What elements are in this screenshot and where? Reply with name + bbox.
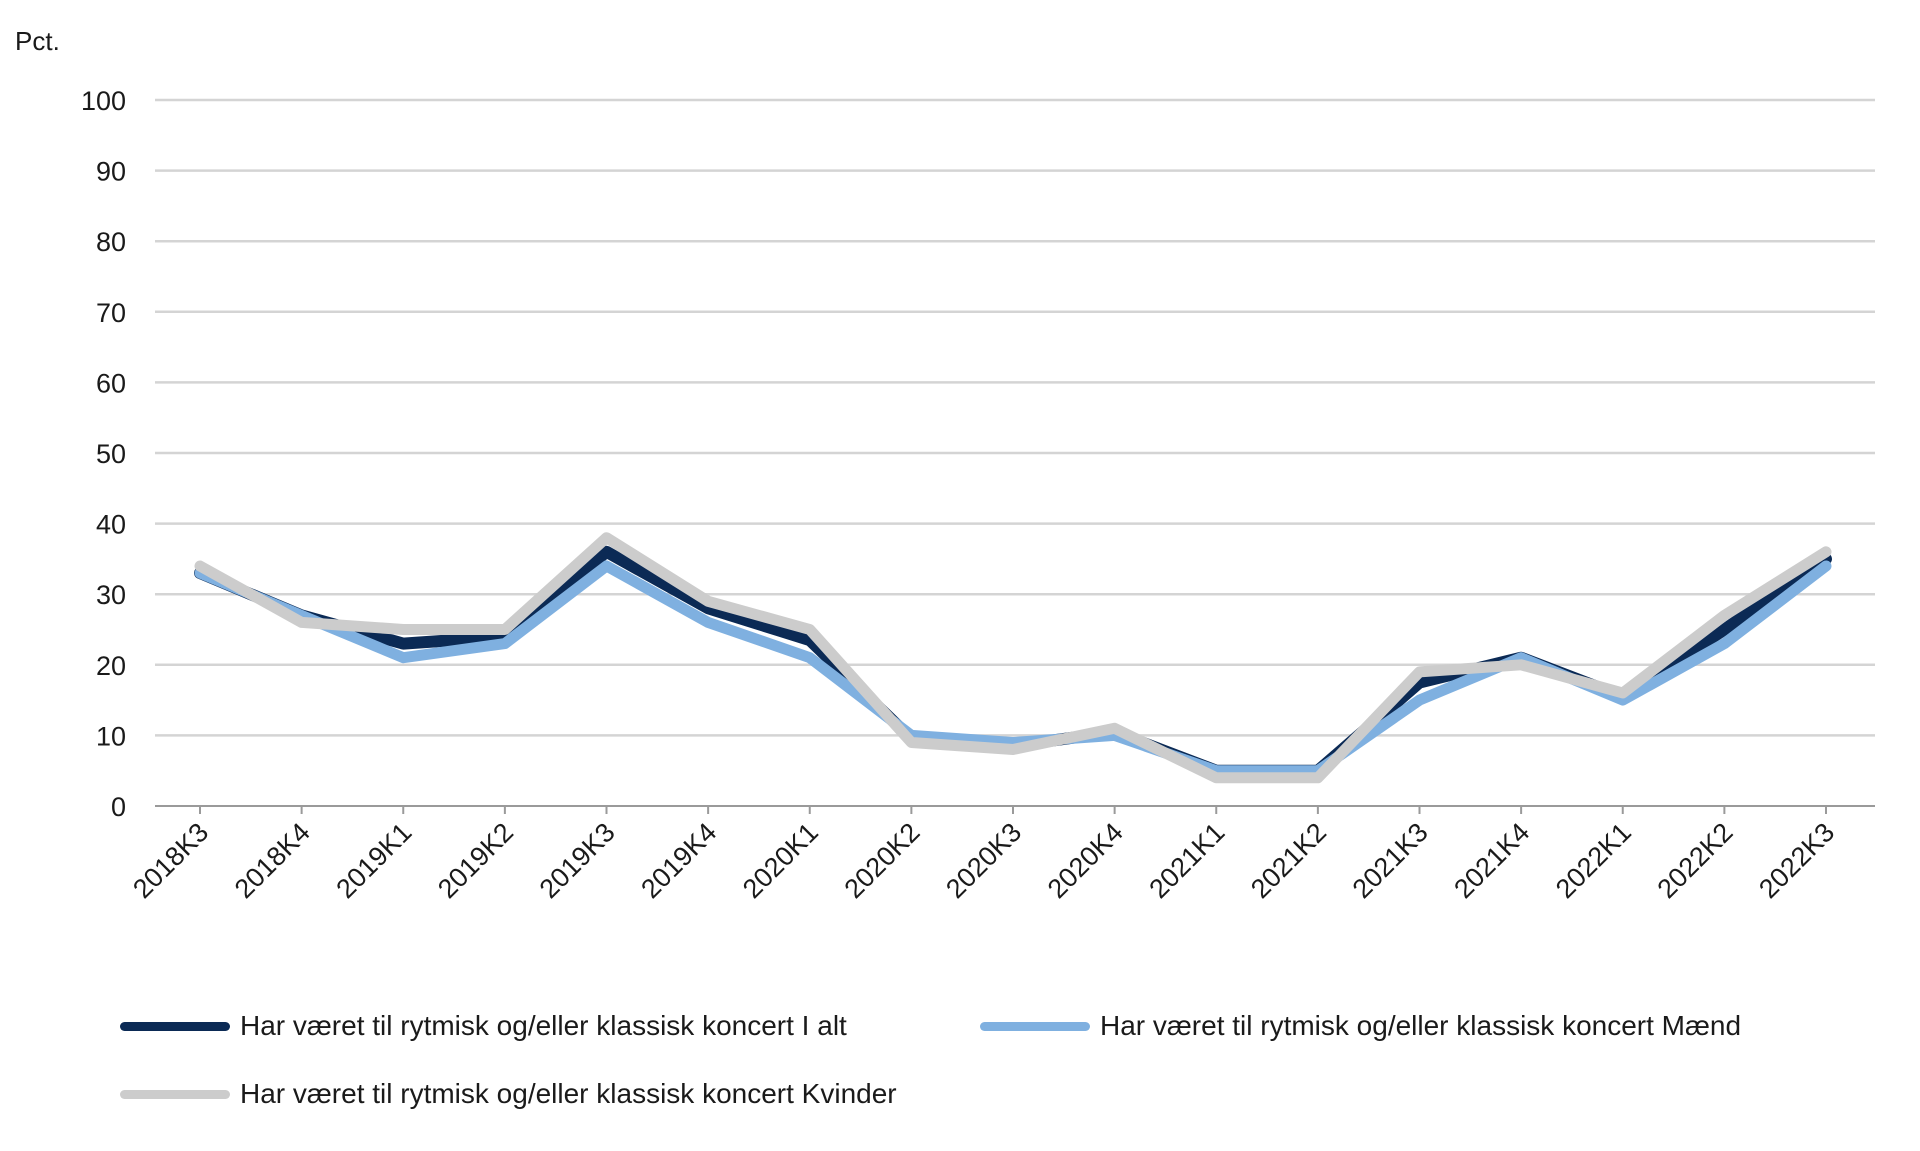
x-tick-label: 2020K2 <box>839 817 926 904</box>
x-tick-label: 2019K3 <box>534 817 621 904</box>
x-tick-label: 2021K1 <box>1143 817 1230 904</box>
legend-item-kvinder: Har været til rytmisk og/eller klassisk … <box>120 1078 897 1110</box>
x-tick-label: 2019K2 <box>432 817 519 904</box>
y-tick-label: 60 <box>96 368 126 398</box>
x-tick-label: 2020K3 <box>940 817 1027 904</box>
y-tick-label: 30 <box>96 580 126 610</box>
series-line-2 <box>194 532 1832 784</box>
y-tick-label: 90 <box>96 157 126 187</box>
y-tick-label: 80 <box>96 227 126 257</box>
y-tick-label: 10 <box>96 721 126 751</box>
x-tick-label: 2022K3 <box>1753 817 1840 904</box>
y-tick-label: 100 <box>81 86 126 116</box>
y-axis-unit-label: Pct. <box>15 26 60 56</box>
y-tick-label: 70 <box>96 298 126 328</box>
legend-label-kvinder: Har været til rytmisk og/eller klassisk … <box>240 1078 897 1109</box>
x-tick-label: 2021K3 <box>1347 817 1434 904</box>
legend-item-maend: Har været til rytmisk og/eller klassisk … <box>980 1010 1741 1042</box>
x-tick-label: 2020K4 <box>1042 817 1129 904</box>
x-tick-label: 2019K4 <box>635 817 722 904</box>
x-tick-label: 2022K2 <box>1652 817 1739 904</box>
legend-swatch-kvinder <box>120 1089 230 1099</box>
series-line-1 <box>194 560 1832 777</box>
legend-label-maend: Har været til rytmisk og/eller klassisk … <box>1100 1010 1742 1041</box>
x-tick-label: 2018K3 <box>127 817 214 904</box>
y-tick-label: 50 <box>96 439 126 469</box>
x-tick-label: 2022K1 <box>1550 817 1637 904</box>
y-tick-label: 20 <box>96 651 126 681</box>
y-tick-label: 40 <box>96 510 126 540</box>
y-tick-label: 0 <box>111 792 126 822</box>
x-axis-ticks: 2018K3 2018K4 2019K1 2019K2 2019K3 2019K4 2020… <box>127 806 1840 904</box>
legend-label-i-alt: Har været til rytmisk og/eller klassisk … <box>240 1010 847 1041</box>
series-lines <box>194 532 1832 784</box>
x-tick-label: 2020K1 <box>737 817 824 904</box>
x-tick-label: 2021K4 <box>1448 817 1535 904</box>
gridlines <box>155 98 1875 807</box>
x-tick-label: 2018K4 <box>229 817 316 904</box>
x-tick-label: 2019K1 <box>330 817 417 904</box>
legend-swatch-maend <box>980 1021 1090 1031</box>
x-tick-label: 2021K2 <box>1245 817 1332 904</box>
legend-item-i-alt: Har været til rytmisk og/eller klassisk … <box>120 1010 847 1042</box>
legend-swatch-i-alt <box>120 1021 230 1031</box>
y-axis-ticks: 0 10 20 30 40 50 60 70 80 90 100 <box>81 86 126 822</box>
